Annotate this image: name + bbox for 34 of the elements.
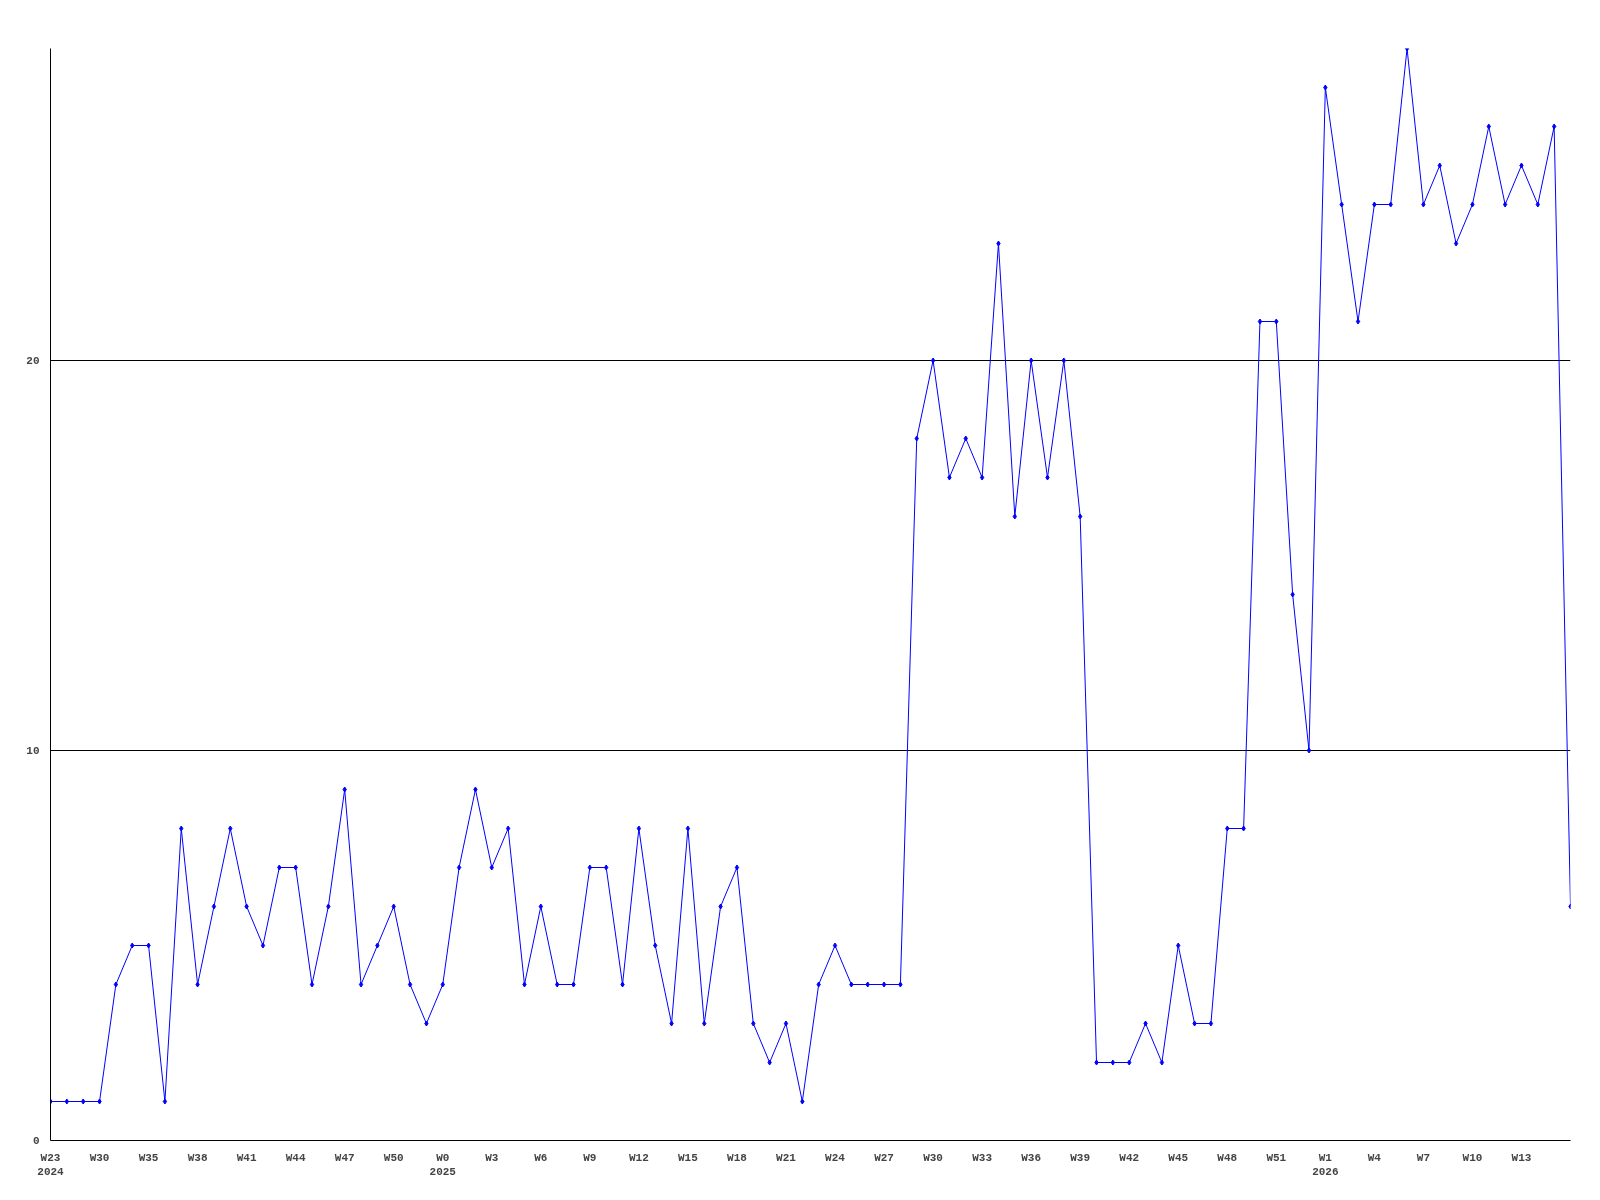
y-tick-label: 10: [26, 745, 40, 757]
x-tick-label: W30: [923, 1151, 943, 1164]
x-tick-label: W0 2025: [429, 1151, 457, 1178]
x-tick-label: W51: [1266, 1151, 1287, 1164]
x-tick-label: W23 2024: [37, 1151, 65, 1178]
x-tick-label: W33: [972, 1151, 993, 1164]
x-tick-label: W4: [1367, 1151, 1382, 1164]
x-tick-label: W42: [1119, 1151, 1140, 1164]
x-tick-label: W21: [776, 1151, 797, 1164]
x-tick-label: W39: [1070, 1151, 1091, 1164]
x-tick-label: W50: [383, 1151, 404, 1164]
x-tick-label: W36: [1021, 1151, 1042, 1164]
y-tick-label: 0: [32, 1135, 40, 1147]
x-tick-label: W44: [285, 1151, 306, 1164]
x-tick-label: W3: [485, 1151, 499, 1164]
x-tick-label: W7: [1416, 1151, 1431, 1164]
x-tick-label: W41: [236, 1151, 257, 1164]
x-tick-label: W48: [1217, 1151, 1238, 1164]
y-tick-label: 20: [26, 355, 40, 367]
x-tick-label: W9: [583, 1151, 597, 1164]
x-tick-label: W18: [727, 1151, 748, 1164]
x-tick-label: W13: [1511, 1151, 1532, 1164]
x-tick-label: W27: [874, 1151, 894, 1164]
x-tick-label: W45: [1168, 1151, 1189, 1164]
x-tick-label: W47: [334, 1151, 355, 1164]
x-tick-label: W24: [825, 1151, 846, 1164]
x-tick-label: W35: [138, 1151, 159, 1164]
x-tick-label: W30: [89, 1151, 110, 1164]
x-tick-label: W1 2026: [1312, 1151, 1339, 1178]
x-tick-label: W15: [678, 1151, 699, 1164]
x-tick-label: W38: [187, 1151, 208, 1164]
x-tick-label: W12: [628, 1151, 649, 1164]
x-tick-label: W6: [534, 1151, 548, 1164]
x-tick-label: W10: [1462, 1151, 1483, 1164]
